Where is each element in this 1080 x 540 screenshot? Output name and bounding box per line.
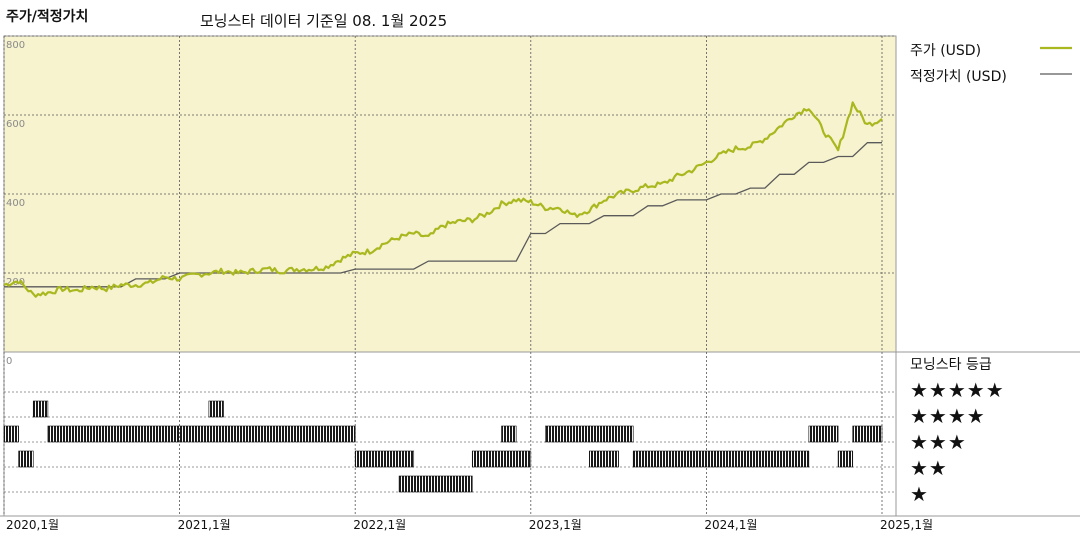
- rating-segment: [632, 450, 810, 468]
- rating-segment: [545, 425, 590, 443]
- rating-segment: [589, 425, 634, 443]
- x-tick-label: 2020,1월: [6, 518, 59, 532]
- rating-segment: [589, 450, 605, 468]
- rating-segment: [501, 425, 517, 443]
- rating-segment: [471, 450, 532, 468]
- rating-1-star: ★: [910, 482, 929, 506]
- rating-segment: [354, 450, 415, 468]
- rating-title: 모닝스타 등급: [910, 357, 992, 373]
- rating-segment: [398, 475, 473, 493]
- rating-2-stars: ★★: [910, 456, 948, 480]
- legend-price-label: 주가 (USD): [910, 43, 982, 59]
- rating-segment: [808, 425, 839, 443]
- rating-4-stars: ★★★★: [910, 404, 986, 428]
- rating-segment: [47, 425, 356, 443]
- rating-segment: [603, 450, 619, 468]
- x-tick-label: 2021,1월: [178, 518, 231, 532]
- rating-3-stars: ★★★: [910, 430, 967, 454]
- x-tick-label: 2022,1월: [353, 518, 406, 532]
- legend-panel: 주가 (USD) 적정가치 (USD) 모닝스타 등급 ★★★★★ ★★★★ ★…: [896, 36, 1080, 516]
- x-tick-label: 2024,1월: [704, 518, 757, 532]
- y-tick-label: 0: [6, 356, 12, 367]
- rating-5-stars: ★★★★★: [910, 378, 1005, 402]
- x-tick-label: 2025,1월: [880, 518, 933, 532]
- rating-segment: [18, 450, 34, 468]
- rating-segment: [852, 425, 883, 443]
- legend-fair-value: 적정가치 (USD): [910, 66, 1007, 86]
- chart-subtitle: 모닝스타 데이터 기준일 08. 1월 2025: [200, 12, 448, 30]
- rating-segment: [32, 400, 49, 418]
- price-line: [3, 101, 883, 298]
- rating-segment: [837, 450, 854, 468]
- chart-title: 주가/적정가치: [6, 9, 89, 25]
- fair-value-line: [4, 142, 882, 288]
- y-tick-label: 600: [6, 119, 25, 130]
- y-tick-label: 800: [6, 40, 25, 51]
- legend-price: 주가 (USD): [910, 40, 981, 60]
- y-tick-label: 400: [6, 198, 25, 209]
- rating-segment: [208, 400, 224, 418]
- x-tick-label: 2023,1월: [529, 518, 582, 532]
- legend-fair-value-label: 적정가치 (USD): [910, 69, 1007, 85]
- rating-segment: [3, 425, 19, 443]
